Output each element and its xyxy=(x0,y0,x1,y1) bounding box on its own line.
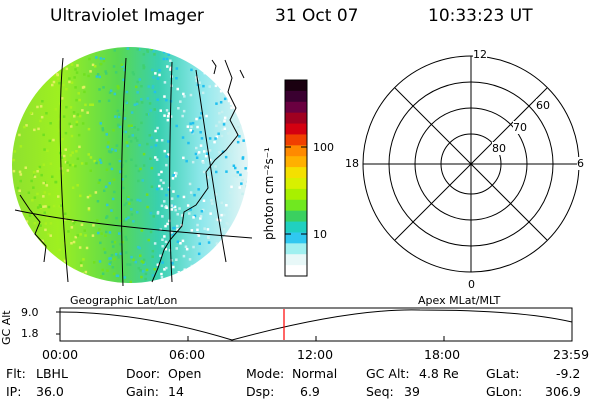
timeline-y-tick-high: 9.0 xyxy=(21,306,39,319)
dsp-label: Dsp: xyxy=(246,384,275,399)
colorbar-band xyxy=(285,232,307,244)
door-label: Door: xyxy=(126,366,161,381)
geographic-panel-label: Geographic Lat/Lon xyxy=(70,294,178,307)
colorbar-unit-label: photon cm⁻²s⁻¹ xyxy=(262,147,276,240)
timeline-x-tick-2359: 23:59 xyxy=(553,347,590,362)
timeline-ticks xyxy=(56,311,573,341)
colorbar-band xyxy=(285,199,307,212)
filter-value: LBHL xyxy=(36,366,68,381)
colorbar-band xyxy=(285,123,307,135)
colorbar-band xyxy=(285,134,307,146)
filter-label: Flt: xyxy=(6,366,26,381)
gc-alt-value: 4.8 Re xyxy=(419,366,459,381)
date-label: 31 Oct 07 xyxy=(275,6,359,26)
dsp-value: 6.9 xyxy=(300,384,320,399)
glon-value: 306.9 xyxy=(545,384,581,399)
glat-label: GLat: xyxy=(486,366,520,381)
timeline-x-tick-0000: 00:00 xyxy=(42,347,79,362)
glon-label: GLon: xyxy=(486,384,523,399)
time-label: 10:33:23 UT xyxy=(428,6,533,26)
mlt-label-6: 6 xyxy=(577,157,584,170)
mlt-label-18: 18 xyxy=(345,157,359,170)
altitude-timeline xyxy=(56,307,573,342)
geographic-image-panel xyxy=(12,47,253,287)
colorbar-band xyxy=(285,178,307,190)
color-scale-bar xyxy=(284,79,308,277)
mlt-label-12: 12 xyxy=(473,48,487,61)
gc-alt-label: GC Alt: xyxy=(366,366,410,381)
colorbar-band xyxy=(285,156,307,168)
colorbar-band xyxy=(285,101,307,114)
colorbar-band xyxy=(285,112,307,125)
ip-label: IP: xyxy=(6,384,22,399)
mode-label: Mode: xyxy=(246,366,285,381)
glat-value: -9.2 xyxy=(556,366,581,381)
timeline-x-tick-0600: 06:00 xyxy=(169,347,206,362)
colorbar-band xyxy=(285,210,307,223)
polar-diagonal-2 xyxy=(394,87,548,241)
mode-value: Normal xyxy=(292,366,338,381)
timeline-y-title: GC Alt xyxy=(0,310,13,345)
coastline xyxy=(19,59,245,283)
ip-value: 36.0 xyxy=(36,384,64,399)
colorbar-tick-100: 100 xyxy=(313,141,334,154)
mlt-label-0: 0 xyxy=(468,278,475,291)
timeline-x-tick-1200: 12:00 xyxy=(297,347,334,362)
mlat-label-60: 60 xyxy=(536,99,550,112)
apex-panel-label: Apex MLat/MLT xyxy=(418,294,501,307)
mlat-label-80: 80 xyxy=(492,142,506,155)
colorbar-band xyxy=(285,80,307,92)
altitude-curve xyxy=(59,309,573,341)
colorbar-band xyxy=(285,188,307,201)
polar-mlt-plot xyxy=(362,55,580,273)
colorbar-band xyxy=(285,145,307,157)
colorbar-band xyxy=(285,90,307,103)
colorbar-band xyxy=(285,221,307,233)
colorbar-band xyxy=(285,167,307,179)
colorbar-band xyxy=(285,265,307,277)
door-value: Open xyxy=(168,366,202,381)
seq-value: 39 xyxy=(404,384,420,399)
mlat-label-70: 70 xyxy=(513,121,527,134)
timeline-y-tick-low: 1.8 xyxy=(21,327,39,340)
lat-lon-grid xyxy=(14,57,253,287)
seq-label: Seq: xyxy=(366,384,394,399)
colorbar-band xyxy=(285,254,307,266)
gain-label: Gain: xyxy=(126,384,159,399)
instrument-title: Ultraviolet Imager xyxy=(50,6,204,26)
colorbar-band xyxy=(285,243,307,255)
colorbar-tick-10: 10 xyxy=(313,228,327,241)
gain-value: 14 xyxy=(168,384,184,399)
timeline-x-tick-1800: 18:00 xyxy=(424,347,461,362)
